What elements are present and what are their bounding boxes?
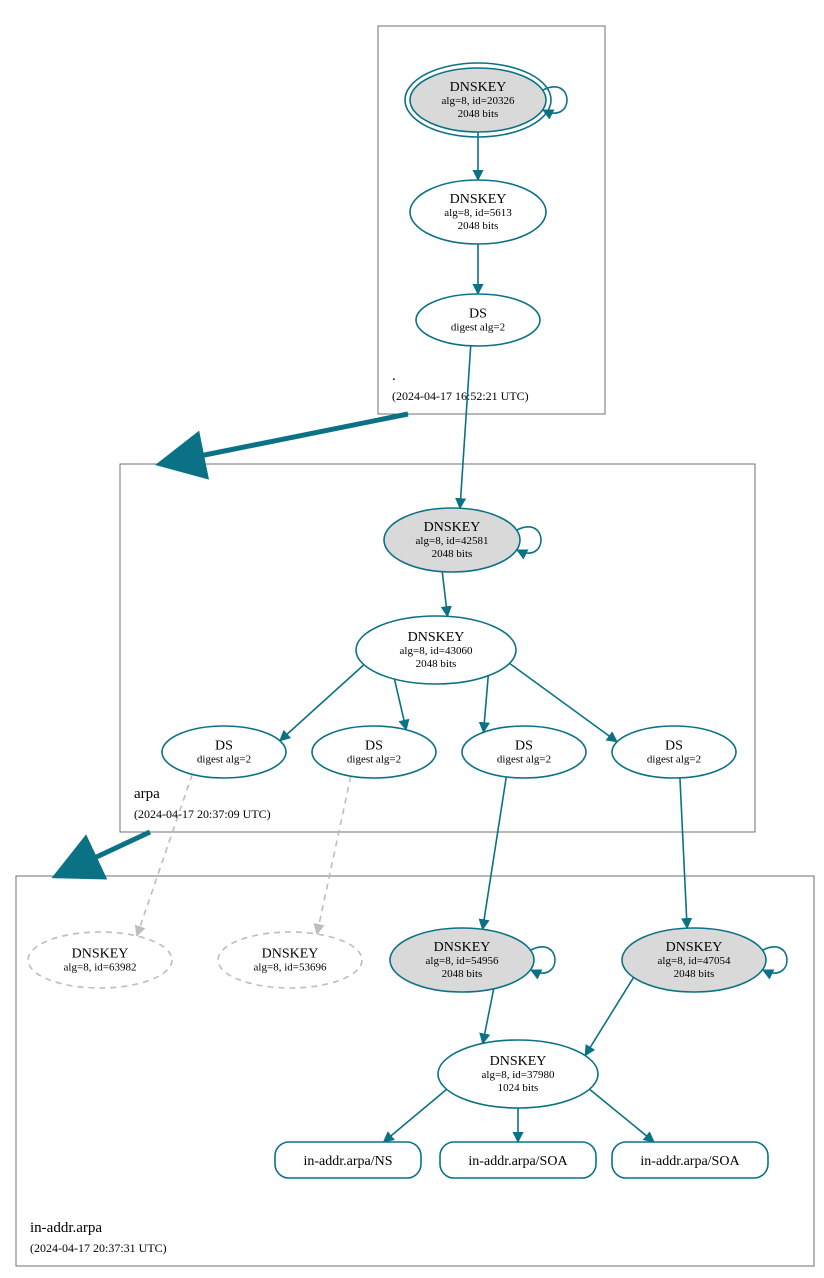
node-label: alg=8, id=5613 <box>444 207 512 219</box>
rr-label: in-addr.arpa/SOA <box>640 1154 740 1169</box>
rr-ns: in-addr.arpa/NS <box>275 1142 421 1178</box>
node-label: DS <box>215 739 233 754</box>
root-zsk: DNSKEYalg=8, id=56132048 bits <box>410 180 546 244</box>
edge <box>317 776 351 934</box>
node-label: digest alg=2 <box>197 754 251 766</box>
node-label: 2048 bits <box>416 658 457 670</box>
arpa-zsk: DNSKEYalg=8, id=430602048 bits <box>356 616 516 684</box>
node-label: DNSKEY <box>490 1054 547 1069</box>
node-label: alg=8, id=42581 <box>416 535 489 547</box>
edge <box>442 572 447 617</box>
root-ds: DSdigest alg=2 <box>416 294 540 346</box>
node-label: alg=8, id=20326 <box>442 95 515 107</box>
node-label: alg=8, id=43060 <box>400 645 473 657</box>
zone-timestamp: (2024-04-17 20:37:31 UTC) <box>30 1241 167 1255</box>
node-label: DNSKEY <box>424 520 481 535</box>
arpa-ksk: DNSKEYalg=8, id=425812048 bits <box>384 508 541 572</box>
node-label: 2048 bits <box>674 968 715 980</box>
arpa-ds1: DSdigest alg=2 <box>162 726 286 778</box>
node-label: DNSKEY <box>450 192 507 207</box>
node-label: 2048 bits <box>432 548 473 560</box>
edge <box>585 977 633 1055</box>
node-label: 2048 bits <box>458 108 499 120</box>
node-label: digest alg=2 <box>347 754 401 766</box>
rr-label: in-addr.arpa/SOA <box>468 1154 568 1169</box>
node-label: alg=8, id=54956 <box>426 955 499 967</box>
edge <box>483 989 494 1044</box>
edge <box>590 1089 654 1142</box>
zone-label: . <box>392 368 396 384</box>
dnssec-graph: . (2024-04-17 16:52:21 UTC) arpa (2024-04-1… <box>0 0 824 1278</box>
node-label: alg=8, id=63982 <box>64 962 137 974</box>
node-label: DNSKEY <box>72 947 129 962</box>
edge <box>483 777 507 929</box>
zone-pointer <box>160 414 408 464</box>
node-label: digest alg=2 <box>647 754 701 766</box>
edge <box>460 346 471 508</box>
rr-label: in-addr.arpa/NS <box>303 1154 392 1169</box>
zone-timestamp: (2024-04-17 20:37:09 UTC) <box>134 807 271 821</box>
node-label: 2048 bits <box>458 220 499 232</box>
node-label: digest alg=2 <box>451 322 505 334</box>
node-label: 2048 bits <box>442 968 483 980</box>
node-label: digest alg=2 <box>497 754 551 766</box>
node-label: DNSKEY <box>408 630 465 645</box>
edge <box>394 679 406 730</box>
zone-timestamp: (2024-04-17 16:52:21 UTC) <box>392 389 529 403</box>
node-label: DS <box>515 739 533 754</box>
inaddr-k-53696: DNSKEYalg=8, id=53696 <box>218 932 362 988</box>
arpa-ds3: DSdigest alg=2 <box>462 726 586 778</box>
rr-soa1: in-addr.arpa/SOA <box>440 1142 596 1178</box>
node-label: DNSKEY <box>434 940 491 955</box>
zone-label: arpa <box>134 786 160 802</box>
zone-pointer <box>56 832 150 876</box>
inaddr-zsk: DNSKEYalg=8, id=379801024 bits <box>438 1040 598 1108</box>
edge <box>483 676 488 733</box>
node-label: alg=8, id=37980 <box>482 1069 555 1081</box>
node-label: 1024 bits <box>498 1082 539 1094</box>
root-ksk: DNSKEYalg=8, id=203262048 bits <box>405 63 567 137</box>
arpa-ds4: DSdigest alg=2 <box>612 726 736 778</box>
node-label: DS <box>469 307 487 322</box>
rr-soa2: in-addr.arpa/SOA <box>612 1142 768 1178</box>
arpa-ds2: DSdigest alg=2 <box>312 726 436 778</box>
inaddr-k-47054: DNSKEYalg=8, id=470542048 bits <box>622 928 787 992</box>
node-label: DNSKEY <box>450 80 507 95</box>
node-label: DS <box>365 739 383 754</box>
node-label: DS <box>665 739 683 754</box>
node-label: DNSKEY <box>262 947 319 962</box>
inaddr-k-54956: DNSKEYalg=8, id=549562048 bits <box>390 928 555 992</box>
node-label: DNSKEY <box>666 940 723 955</box>
edge <box>384 1089 447 1142</box>
inaddr-k-63982: DNSKEYalg=8, id=63982 <box>28 932 172 988</box>
node-label: alg=8, id=53696 <box>254 962 327 974</box>
node-label: alg=8, id=47054 <box>658 955 731 967</box>
edge <box>680 778 687 928</box>
zone-label: in-addr.arpa <box>30 1220 102 1236</box>
